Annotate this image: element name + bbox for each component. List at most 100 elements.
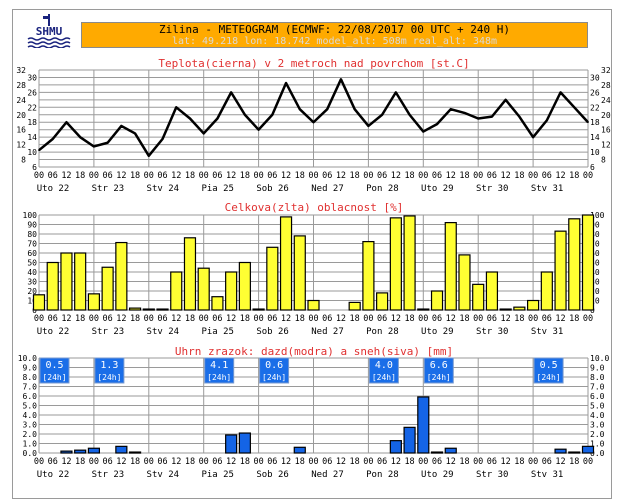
cloud-bar [183, 237, 197, 311]
daily-total-period: [24h] [97, 373, 121, 382]
cloud-bar [417, 308, 430, 311]
hour-tick-label: 12 [336, 171, 346, 181]
hour-tick-label: 18 [459, 171, 469, 181]
day-label: Stv 24 [147, 470, 180, 480]
hour-tick-label: 18 [240, 457, 250, 467]
cloud-bar [389, 217, 402, 311]
daily-total-badge: 0.5 [24h] [533, 357, 564, 384]
temperature-point [161, 138, 164, 140]
hour-tick-label: 00 [144, 314, 154, 324]
y-tick-label-left: 16 [16, 126, 26, 135]
daily-total-period: [24h] [372, 373, 396, 382]
hour-tick-label: 18 [240, 314, 250, 324]
day-label: Pia 25 [201, 470, 234, 480]
temperature-point [216, 117, 219, 120]
temperature-point [422, 130, 425, 133]
cloud-bar [307, 299, 320, 311]
temperature-point [395, 91, 397, 94]
y-tick-label-right: 1.0 [590, 440, 605, 449]
hour-tick-label: 12 [555, 314, 565, 324]
temperature-point [312, 121, 315, 124]
y-tick-label-right: 22 [590, 103, 600, 112]
hour-tick-label: 00 [253, 457, 263, 467]
precip-bar [74, 449, 87, 454]
hour-tick-label: 06 [157, 171, 167, 181]
cloud-bar [128, 307, 142, 311]
precip-title: Uhrn zrazok: dazd(modra) a sneh(siva) [m… [175, 345, 453, 358]
cloud-bar [46, 261, 59, 311]
temperature-point [532, 136, 534, 138]
y-tick-label-left: 12 [16, 141, 26, 150]
hour-tick-label: 12 [281, 314, 291, 324]
daily-total-badge: 0.5 [24h] [39, 357, 70, 384]
temperature-point [120, 125, 123, 127]
hour-tick-label: 18 [404, 171, 414, 181]
y-tick-label-right: 6.0 [590, 392, 605, 401]
temperature-point [518, 115, 521, 118]
hour-tick-label: 18 [350, 314, 360, 324]
y-tick-label-left: 0.0 [23, 449, 38, 458]
temperature-point [79, 136, 81, 138]
hour-tick-label: 06 [322, 171, 332, 181]
precip-bar [293, 446, 306, 454]
hour-tick-label: 00 [418, 457, 428, 467]
cloud-bar [197, 267, 210, 311]
y-tick-label-right: 3.0 [590, 421, 605, 430]
temperature-point [134, 132, 136, 135]
temperature-point [587, 121, 589, 124]
hour-tick-label: 06 [267, 457, 277, 467]
day-label: Uto 22 [37, 184, 70, 194]
y-tick-label-left: 8 [21, 156, 26, 165]
hour-tick-label: 18 [295, 457, 305, 467]
hour-tick-label: 00 [199, 457, 209, 467]
y-tick-label-left: 30 [27, 278, 37, 287]
hour-tick-label: 12 [555, 171, 565, 181]
hour-tick-label: 00 [253, 171, 263, 181]
hour-tick-label: 06 [103, 314, 113, 324]
hour-tick-label: 06 [157, 457, 167, 467]
y-tick-label-right: 10 [590, 148, 600, 157]
hour-tick-label: 12 [446, 314, 456, 324]
hour-tick-label: 00 [34, 457, 44, 467]
hour-tick-label: 12 [226, 171, 236, 181]
hour-tick-label: 12 [501, 457, 511, 467]
cloud-bar [403, 215, 416, 311]
hour-tick-label: 06 [212, 314, 222, 324]
temperature-point [230, 91, 232, 94]
precip-bar [115, 445, 128, 454]
day-label: Ned 27 [311, 327, 344, 337]
hour-tick-label: 00 [583, 171, 593, 181]
cloud-bar [376, 292, 389, 311]
y-tick-label-left: 32 [16, 66, 26, 75]
cloud-bar [211, 296, 224, 311]
day-label: Stv 31 [531, 327, 564, 337]
precip-bar [403, 426, 416, 454]
hour-tick-label: 06 [48, 171, 58, 181]
y-tick-label-right: 6 [590, 163, 595, 172]
y-tick-label-left: 24 [16, 96, 26, 105]
y-tick-label-left: 5.0 [23, 402, 38, 411]
hour-tick-label: 06 [432, 314, 442, 324]
hour-tick-label: 18 [130, 457, 140, 467]
hour-tick-label: 06 [267, 314, 277, 324]
temperature-point [148, 155, 150, 157]
hour-tick-label: 06 [487, 171, 497, 181]
hour-tick-label: 18 [185, 457, 195, 467]
daily-total-period: [24h] [427, 373, 451, 382]
hour-tick-label: 06 [542, 314, 552, 324]
hour-tick-label: 00 [34, 314, 44, 324]
cloud-bar [101, 266, 114, 311]
temperature-point [367, 125, 370, 127]
y-tick-label-left: 20 [27, 287, 37, 296]
cloud-bar [225, 271, 238, 311]
hour-tick-label: 06 [157, 314, 167, 324]
day-label: Pon 28 [366, 470, 399, 480]
cloud-bar [348, 301, 361, 311]
daily-total-box [533, 357, 564, 384]
y-tick-label-left: 8.0 [23, 373, 38, 382]
hour-tick-label: 00 [473, 171, 483, 181]
hour-tick-label: 00 [308, 171, 318, 181]
y-tick-label-right: 32 [601, 66, 611, 75]
day-label: Stv 24 [147, 327, 180, 337]
hour-tick-label: 06 [432, 457, 442, 467]
